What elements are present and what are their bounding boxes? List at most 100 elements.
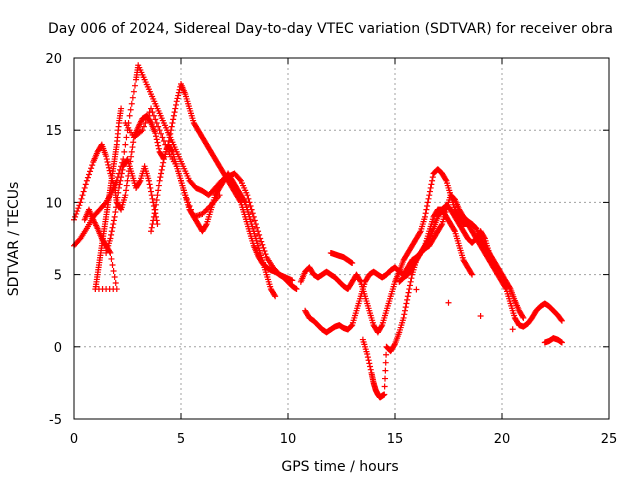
data-point xyxy=(131,82,138,89)
data-point xyxy=(216,192,223,199)
x-tick-label: 15 xyxy=(387,432,404,447)
data-point xyxy=(151,206,158,213)
data-point xyxy=(108,231,115,238)
data-point xyxy=(118,174,125,181)
data-point xyxy=(117,177,124,184)
data-point xyxy=(426,192,433,199)
data-point xyxy=(155,142,162,149)
data-point xyxy=(293,286,300,293)
data-point xyxy=(558,317,565,324)
data-point xyxy=(160,159,167,166)
data-point xyxy=(247,203,254,210)
data-points xyxy=(71,62,565,401)
data-point xyxy=(404,293,411,300)
data-point xyxy=(130,139,137,146)
y-tick-label: 20 xyxy=(45,52,62,67)
data-point xyxy=(159,134,166,141)
data-point xyxy=(85,171,92,178)
data-point xyxy=(186,203,193,210)
data-point xyxy=(153,133,160,140)
data-point xyxy=(382,367,389,374)
data-point xyxy=(110,221,117,228)
data-point xyxy=(105,161,112,168)
data-point xyxy=(364,354,371,361)
data-point xyxy=(139,127,146,134)
data-point xyxy=(202,222,209,229)
data-point xyxy=(75,205,82,212)
data-point xyxy=(445,299,452,306)
data-point xyxy=(349,260,356,267)
data-point xyxy=(108,228,115,235)
data-point xyxy=(481,234,488,241)
data-point xyxy=(169,119,176,126)
data-point xyxy=(159,163,166,170)
data-point xyxy=(115,189,122,196)
data-point xyxy=(365,357,372,364)
data-point xyxy=(187,206,194,213)
data-point xyxy=(357,277,364,284)
chart-title: Day 006 of 2024, Sidereal Day-to-day VTE… xyxy=(48,21,613,37)
data-point xyxy=(172,105,179,112)
data-point xyxy=(83,177,90,184)
data-point xyxy=(251,217,258,224)
data-point xyxy=(142,119,149,126)
data-point xyxy=(402,304,409,311)
data-point xyxy=(149,109,156,116)
data-point xyxy=(119,166,126,173)
data-point xyxy=(244,192,251,199)
data-point xyxy=(558,316,565,323)
data-point xyxy=(153,213,160,220)
data-point xyxy=(150,112,157,119)
x-tick-label: 25 xyxy=(601,432,618,447)
data-point xyxy=(367,363,374,370)
data-point xyxy=(153,119,160,126)
data-point xyxy=(72,213,79,220)
data-point xyxy=(429,177,436,184)
data-point xyxy=(122,141,129,148)
data-point xyxy=(87,168,94,175)
data-point xyxy=(179,182,186,189)
data-point xyxy=(160,138,167,145)
data-point xyxy=(366,360,373,367)
data-point xyxy=(148,188,155,195)
data-point xyxy=(381,391,388,398)
data-point xyxy=(152,130,159,137)
data-point xyxy=(156,127,163,134)
data-point xyxy=(422,210,429,217)
data-point xyxy=(79,192,86,199)
data-point xyxy=(109,261,116,268)
data-point xyxy=(145,177,152,184)
data-point xyxy=(155,182,162,189)
data-point xyxy=(391,342,398,349)
data-point xyxy=(148,224,155,231)
x-tick-label: 20 xyxy=(494,432,511,447)
data-point xyxy=(154,221,161,228)
data-point xyxy=(469,271,476,278)
data-point xyxy=(468,270,475,277)
data-point xyxy=(558,339,565,346)
data-point xyxy=(107,235,114,242)
data-point xyxy=(173,101,180,108)
data-point xyxy=(272,293,279,300)
data-point xyxy=(150,203,157,210)
data-point xyxy=(178,177,184,184)
data-point xyxy=(110,217,117,224)
data-point xyxy=(421,243,428,250)
data-point xyxy=(429,174,436,181)
data-point xyxy=(114,194,121,201)
x-tick-label: 10 xyxy=(280,432,297,447)
data-point xyxy=(183,195,190,202)
data-point xyxy=(158,170,165,177)
data-point xyxy=(416,229,423,236)
data-point xyxy=(155,145,162,152)
data-point xyxy=(109,224,116,231)
y-tick-label: 5 xyxy=(54,269,62,284)
data-point xyxy=(148,192,155,199)
y-tick-label: 15 xyxy=(45,124,62,139)
data-point xyxy=(116,181,123,188)
data-point xyxy=(401,311,408,318)
series-track-c xyxy=(148,141,279,300)
data-point xyxy=(126,112,133,119)
plot-frame xyxy=(73,57,610,420)
